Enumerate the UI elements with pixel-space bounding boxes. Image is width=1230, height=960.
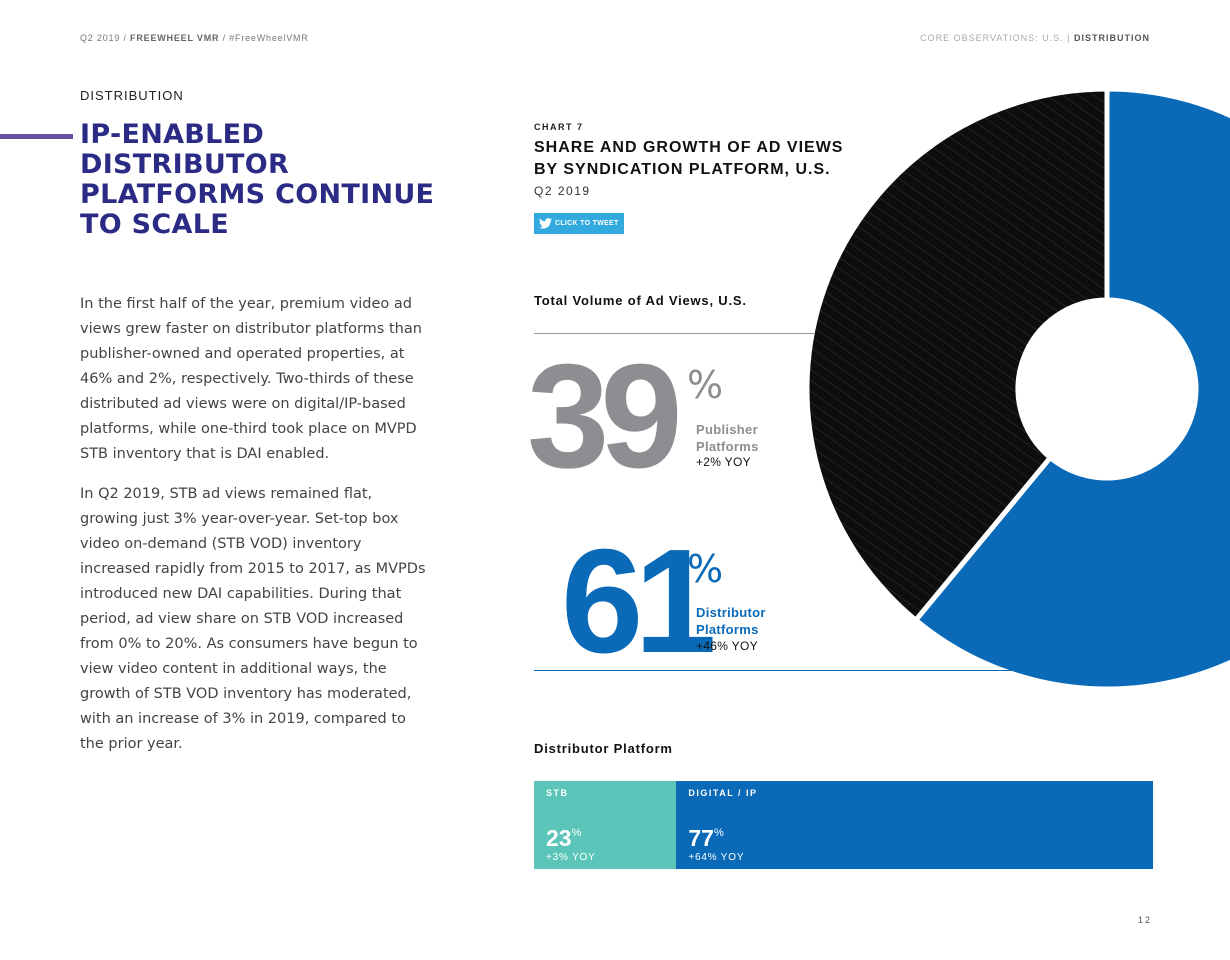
- chart-subtitle: Q2 2019: [534, 184, 591, 198]
- header-brand: FREEWHEEL VMR: [130, 33, 220, 43]
- running-header-left: Q2 2019 / FREEWHEEL VMR / #FreeWheelVMR: [80, 33, 309, 43]
- publisher-share-value: 39: [527, 334, 683, 499]
- accent-bar: [0, 134, 73, 139]
- stb-value: 23%: [546, 825, 582, 851]
- bar-segment-stb: STB 23% +3% YOY: [534, 781, 677, 869]
- stb-yoy: +3% YOY: [546, 852, 596, 863]
- distributor-platform-label: Distributor Platform: [534, 741, 673, 756]
- click-to-tweet-button[interactable]: CLICK TO TWEET: [534, 213, 624, 234]
- distributor-share-value: 61: [561, 519, 717, 684]
- donut-slice-distributor: [912, 86, 1230, 692]
- body-paragraph-1: In the first half of the year, premium v…: [80, 296, 422, 462]
- header-issue: Q2 2019 /: [80, 33, 127, 43]
- digital-ip-yoy: +64% YOY: [688, 852, 745, 863]
- distributor-yoy: +46% YOY: [696, 639, 758, 653]
- section-label: DISTRIBUTION: [80, 88, 184, 103]
- distributor-platforms-label: Distributor Platforms: [696, 605, 766, 637]
- digital-ip-value: 77%: [688, 825, 724, 851]
- divider-top: [534, 333, 814, 334]
- header-current-section: DISTRIBUTION: [1074, 33, 1150, 43]
- chart-number: CHART 7: [534, 122, 584, 132]
- divider-bottom: [534, 670, 1014, 671]
- stb-label: STB: [546, 788, 569, 798]
- tweet-label: CLICK TO TWEET: [555, 220, 619, 227]
- running-header-right: CORE OBSERVATIONS: U.S. | DISTRIBUTION: [920, 33, 1150, 43]
- publisher-platforms-label: Publisher Platforms: [696, 422, 759, 454]
- bar-segment-digital-ip: DIGITAL / IP 77% +64% YOY: [676, 781, 1153, 869]
- digital-ip-label: DIGITAL / IP: [688, 788, 758, 798]
- page-number: 12: [1137, 915, 1152, 925]
- page-headline: IP-ENABLED DISTRIBUTOR PLATFORMS CONTINU…: [80, 119, 435, 240]
- publisher-yoy: +2% YOY: [696, 455, 751, 469]
- header-section: CORE OBSERVATIONS: U.S. |: [920, 33, 1071, 43]
- total-volume-label: Total Volume of Ad Views, U.S.: [534, 293, 747, 308]
- distributor-stacked-bar: STB 23% +3% YOY DIGITAL / IP 77% +64% YO…: [534, 781, 1153, 869]
- publisher-percent-sign: %: [687, 363, 724, 407]
- distributor-percent-sign: %: [687, 547, 724, 591]
- body-paragraph-2: In Q2 2019, STB ad views remained flat, …: [80, 486, 426, 752]
- twitter-bird-icon: [539, 218, 552, 229]
- chart-title: SHARE AND GROWTH OF AD VIEWS BY SYNDICAT…: [534, 139, 844, 178]
- header-hashtag: / #FreeWheelVMR: [222, 33, 309, 43]
